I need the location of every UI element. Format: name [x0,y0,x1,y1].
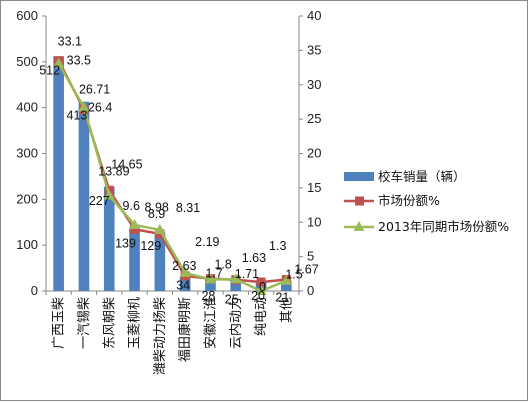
right-tick-label: 10 [307,214,321,229]
category-label: 一汽锡柴 [77,297,92,349]
share-data-label: 1.67 [294,263,318,277]
prev-share-data-label: 1.7 [205,266,222,280]
left-tick-label: 0 [31,283,38,298]
bar-data-label: 34 [176,278,190,292]
share-marker [155,229,165,239]
left-tick-label: 200 [16,191,38,206]
bar [281,281,292,291]
bar [103,186,115,291]
bar-data-label: 512 [39,63,60,77]
category-label: 广西玉柴 [52,297,67,349]
prev-share-marker [255,285,267,295]
share-data-label: 1.3 [269,239,286,253]
legend-label-share: 市场份额% [378,193,440,208]
share-marker [130,224,140,234]
left-tick-label: 100 [16,237,38,252]
prev-share-line [57,62,287,293]
prev-share-data-label: 0 [259,280,266,294]
share-data-label: 33.5 [67,54,91,68]
bar-data-label: 20 [251,289,265,303]
right-tick-label: 15 [307,180,321,195]
bar [129,227,140,291]
category-label: 潍柴动力扬柴 [153,297,168,375]
prev-share-data-label: 1.5 [285,268,302,282]
prev-share-marker [129,219,141,229]
category-label: 其他 [279,297,294,323]
right-tick-label: 0 [307,283,314,298]
share-data-label: 2.19 [195,235,219,249]
prev-share-marker [78,101,90,112]
bar [205,278,216,291]
share-marker [256,277,266,287]
category-label: 纯电动 [254,297,269,336]
category-label: 东风朝柴 [102,297,117,349]
legend-marker-prev [353,221,365,231]
prev-share-data-label: 33.1 [58,34,82,48]
prev-share-marker [280,274,292,285]
left-tick-label: 300 [16,146,38,161]
bar [154,231,166,291]
share-data-label: 1.8 [214,258,231,272]
bar-data-label: 28 [201,289,215,303]
right-tick-label: 5 [307,249,314,264]
prev-share-marker [103,189,115,200]
prev-share-marker [154,223,166,234]
right-tick-label: 30 [307,77,321,92]
bar-data-label: 129 [140,239,161,253]
bar-data-label: 139 [115,236,136,250]
bar-data-label: 21 [275,290,289,304]
legend-marker-share [355,196,364,206]
category-label: 玉菱柳机 [128,297,143,349]
legend-label-bar: 校车销量（辆） [378,169,466,184]
category-label: 安徽江淮 [203,297,218,349]
bar [230,279,242,291]
bar-data-label: 413 [67,109,88,123]
bar-data-label: 227 [89,194,110,208]
share-data-label: 8.31 [176,201,200,215]
prev-share-data-label: 13.89 [98,165,129,179]
prev-share-marker [204,273,216,284]
prev-share-marker [179,266,191,277]
prev-share-data-label: 2.63 [172,259,196,273]
share-data-label: 14.65 [111,157,142,171]
legend-swatch-bar [344,172,374,181]
prev-share-data-label: 8.9 [148,207,165,221]
left-tick-label: 400 [16,100,38,115]
legend-label-prev: 2013年同期市场份额% [378,219,509,234]
bar [53,56,64,292]
prev-share-data-label: 26.71 [79,82,110,96]
right-tick-label: 40 [307,8,321,23]
share-data-label: 26.4 [88,101,112,115]
category-label: 云内动力 [228,297,244,349]
prev-share-marker [53,57,65,68]
prev-share-data-label: 9.6 [123,199,140,213]
prev-share-marker [230,273,242,284]
right-tick-label: 35 [307,42,321,57]
share-data-label: 1.63 [242,251,266,265]
right-tick-label: 20 [307,146,321,161]
right-tick-label: 25 [307,111,321,126]
bar-data-label: 25 [225,293,239,307]
category-label: 福田康明斯 [177,297,193,362]
bar [179,275,191,291]
bar [78,101,90,291]
prev-share-data-label: 1.71 [235,267,259,281]
share-data-label: 8.98 [145,200,169,214]
left-tick-label: 500 [16,54,38,69]
left-tick-label: 600 [16,8,38,23]
